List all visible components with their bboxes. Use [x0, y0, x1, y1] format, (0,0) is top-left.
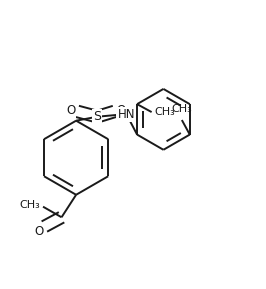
Text: O: O: [66, 103, 76, 116]
Text: O: O: [117, 103, 126, 116]
Text: S: S: [93, 110, 101, 123]
Text: O: O: [34, 225, 44, 238]
Text: HN: HN: [118, 108, 135, 121]
Text: CH₃: CH₃: [20, 200, 40, 210]
Text: CH₃: CH₃: [154, 107, 175, 117]
Text: CH₃: CH₃: [172, 104, 192, 114]
